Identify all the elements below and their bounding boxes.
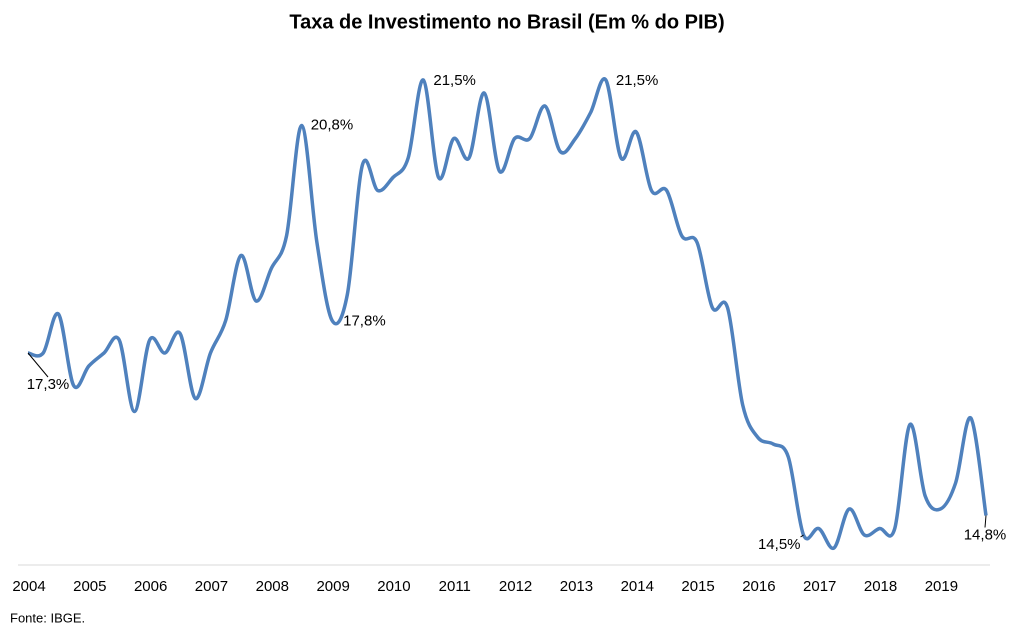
leader-line bbox=[800, 534, 804, 538]
x-tick-label: 2010 bbox=[377, 578, 410, 595]
data-label: 17,3% bbox=[27, 376, 70, 393]
x-tick-label: 2014 bbox=[621, 578, 654, 595]
line bbox=[27, 77, 988, 550]
x-tick-label: 2013 bbox=[560, 578, 593, 595]
x-tick-label: 2017 bbox=[803, 578, 836, 595]
leader-line bbox=[984, 515, 987, 528]
data-label: 14,5% bbox=[758, 536, 801, 553]
x-tick-label: 2009 bbox=[316, 578, 349, 595]
x-tick-label: 2016 bbox=[742, 578, 775, 595]
x-tick-label: 2018 bbox=[864, 578, 897, 595]
x-tick-label: 2008 bbox=[256, 578, 289, 595]
data-label: 21,5% bbox=[433, 72, 476, 89]
data-label: 21,5% bbox=[616, 72, 659, 89]
x-tick-label: 2005 bbox=[73, 578, 106, 595]
x-tick-label: 2019 bbox=[925, 578, 958, 595]
data-label: 17,8% bbox=[343, 312, 386, 329]
x-tick-label: 2015 bbox=[681, 578, 714, 595]
x-tick-label: 2007 bbox=[195, 578, 228, 595]
x-tick-label: 2004 bbox=[12, 578, 45, 595]
x-tick-label: 2012 bbox=[499, 578, 532, 595]
data-label: 20,8% bbox=[311, 116, 354, 133]
leader-line bbox=[27, 352, 49, 378]
source-note: Fonte: IBGE. bbox=[10, 610, 85, 625]
x-tick-label: 2006 bbox=[134, 578, 167, 595]
chart-title: Taxa de Investimento no Brasil (Em % do … bbox=[289, 11, 724, 33]
data-label: 14,8% bbox=[964, 526, 1007, 543]
x-tick-label: 2011 bbox=[439, 578, 471, 595]
